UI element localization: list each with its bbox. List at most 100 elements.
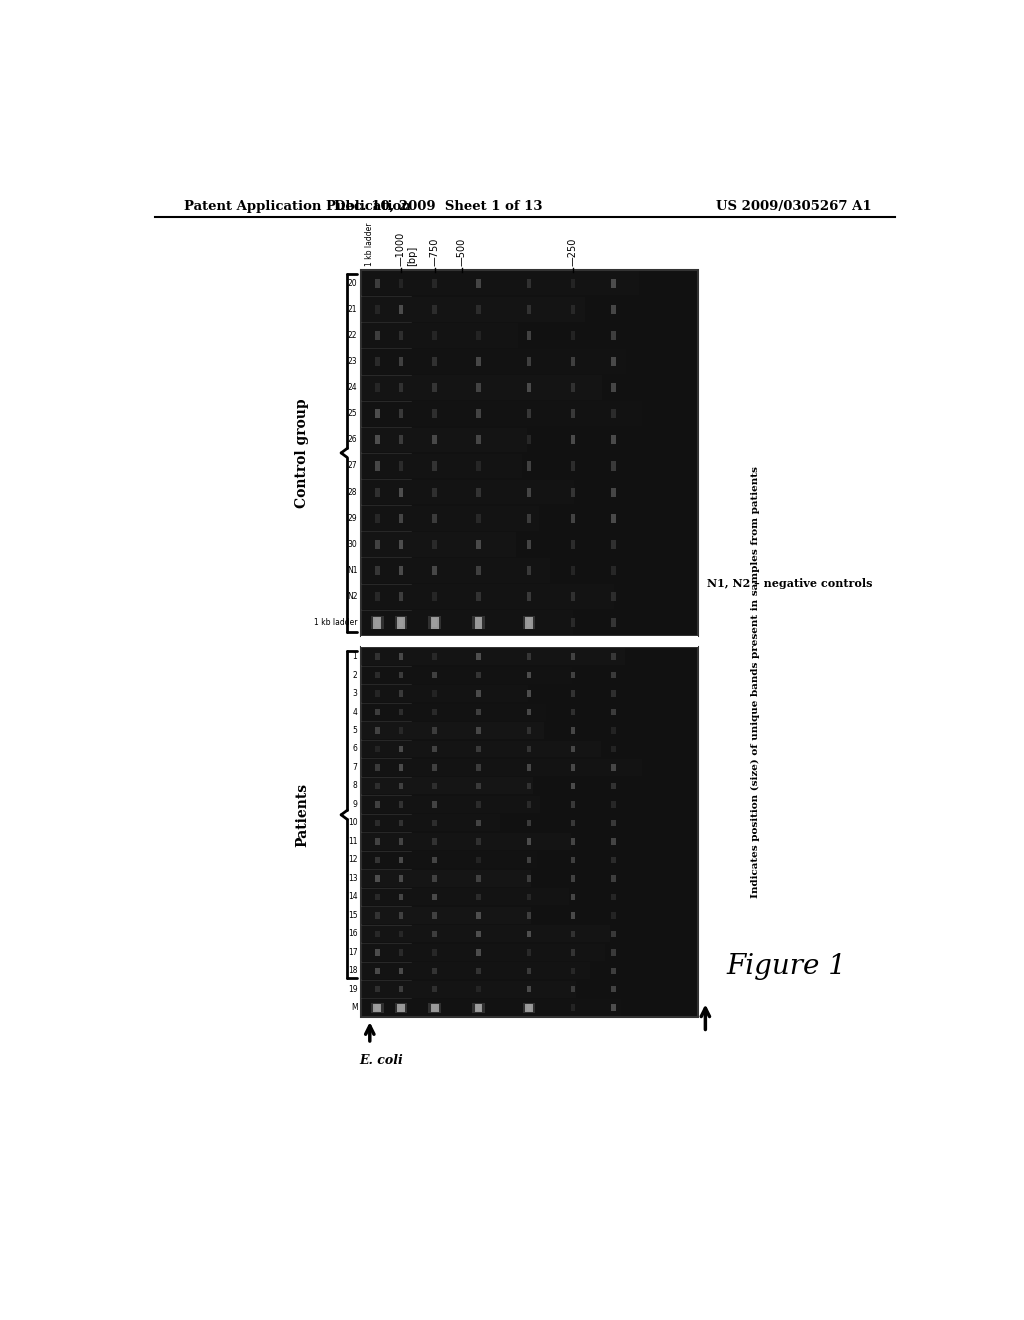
Bar (375, 894, 380, 900)
Bar (371, 616, 384, 630)
Bar (432, 409, 437, 418)
Bar (611, 279, 615, 288)
Bar (432, 487, 437, 496)
Bar (375, 857, 380, 863)
Bar (432, 986, 437, 993)
Text: 23: 23 (348, 356, 357, 366)
Bar (398, 931, 403, 937)
Bar (570, 331, 575, 341)
Bar (398, 838, 403, 845)
Bar (526, 383, 531, 392)
Bar (395, 1003, 408, 1012)
Bar (375, 838, 380, 845)
Text: 17: 17 (348, 948, 357, 957)
Bar (570, 968, 575, 974)
Bar (476, 820, 481, 826)
Bar (398, 690, 403, 697)
Bar (525, 1003, 532, 1012)
Bar (361, 350, 626, 374)
Text: 13: 13 (348, 874, 357, 883)
Text: 16: 16 (348, 929, 357, 939)
Bar (570, 383, 575, 392)
Bar (526, 912, 531, 919)
Bar (375, 566, 380, 576)
Bar (432, 540, 437, 549)
Bar (432, 653, 437, 660)
Text: 4: 4 (352, 708, 357, 717)
Bar (398, 593, 403, 601)
Bar (375, 513, 380, 523)
Bar (611, 540, 615, 549)
Bar (474, 616, 482, 628)
Bar (361, 454, 522, 478)
Bar (361, 704, 546, 721)
Bar (611, 690, 615, 697)
Bar (526, 653, 531, 660)
Text: 1 kb ladder: 1 kb ladder (366, 223, 374, 267)
Bar (526, 462, 531, 470)
Bar (570, 727, 575, 734)
Bar (474, 1003, 482, 1012)
Bar (432, 593, 437, 601)
Bar (398, 487, 403, 496)
Bar (476, 986, 481, 993)
Bar (431, 1003, 438, 1012)
Bar (526, 894, 531, 900)
Bar (395, 616, 408, 630)
Bar (361, 851, 537, 869)
Bar (361, 667, 572, 684)
Bar (361, 506, 539, 531)
Bar (398, 383, 403, 392)
Bar (570, 986, 575, 993)
Text: Figure 1: Figure 1 (727, 953, 847, 981)
Bar (476, 709, 481, 715)
Bar (526, 409, 531, 418)
Text: M: M (351, 1003, 357, 1012)
Bar (361, 962, 591, 979)
Bar (432, 566, 437, 576)
Bar (476, 593, 481, 601)
Bar (432, 875, 437, 882)
Bar (570, 593, 575, 601)
Bar (526, 838, 531, 845)
Bar (398, 1005, 403, 1011)
Bar (526, 801, 531, 808)
Bar (526, 436, 531, 445)
Bar (375, 672, 380, 678)
Bar (432, 462, 437, 470)
Text: 11: 11 (348, 837, 357, 846)
Bar (570, 436, 575, 445)
Bar (361, 907, 531, 924)
Bar (375, 356, 380, 366)
Bar (476, 383, 481, 392)
Bar (361, 428, 526, 453)
Bar (398, 540, 403, 549)
Bar (361, 944, 605, 961)
Bar (398, 709, 403, 715)
Bar (476, 618, 481, 627)
Text: 10: 10 (348, 818, 357, 828)
Bar (526, 331, 531, 341)
Bar (526, 540, 531, 549)
Bar (375, 653, 380, 660)
Bar (476, 436, 481, 445)
Text: 8: 8 (352, 781, 357, 791)
Text: N2: N2 (347, 593, 357, 601)
Bar (375, 801, 380, 808)
Text: 9: 9 (352, 800, 357, 809)
Text: 5: 5 (352, 726, 357, 735)
Bar (397, 1003, 404, 1012)
Bar (611, 436, 615, 445)
Text: [bp]: [bp] (408, 246, 418, 267)
Bar (432, 931, 437, 937)
Bar (570, 672, 575, 678)
Bar (570, 931, 575, 937)
Bar (375, 931, 380, 937)
Bar (476, 356, 481, 366)
Bar (526, 986, 531, 993)
Text: 27: 27 (348, 462, 357, 470)
Bar (375, 912, 380, 919)
Bar (398, 875, 403, 882)
Bar (361, 759, 642, 776)
Text: 3: 3 (352, 689, 357, 698)
